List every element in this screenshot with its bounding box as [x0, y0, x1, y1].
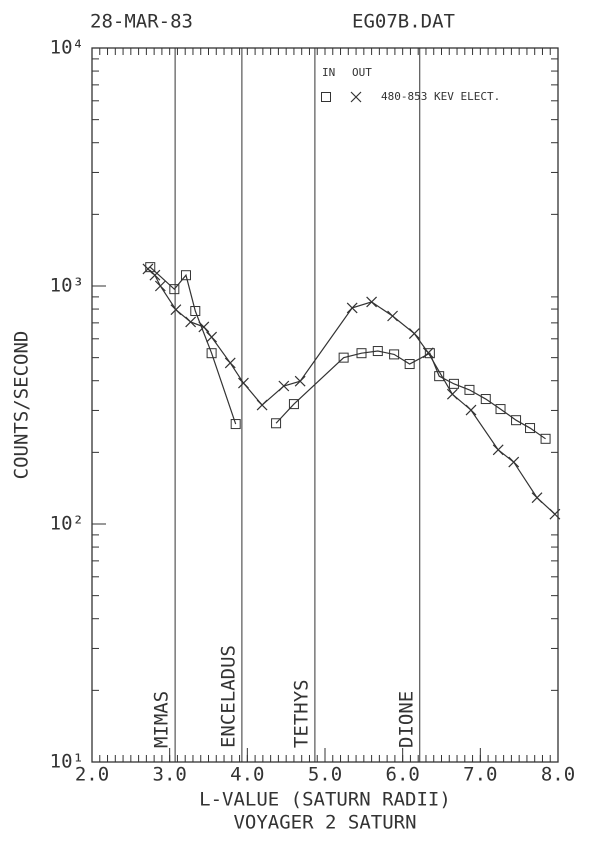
y-tick-label: 10⁴ [50, 37, 84, 59]
marker-cross [422, 347, 434, 359]
marker-square [288, 399, 299, 410]
marker-square [480, 394, 491, 405]
marker-cross [294, 375, 306, 387]
x-tick-label: 7.0 [463, 764, 497, 786]
moon-label: ENCELADUS [217, 645, 239, 748]
x-axis-title: L-VALUE (SATURN RADII) [199, 789, 451, 811]
legend-label: 480-853 KEV ELECT. [381, 90, 500, 103]
chart-subtitle: VOYAGER 2 SATURN [233, 812, 416, 834]
moon-label: MIMAS [151, 691, 173, 748]
marker-cross [224, 357, 236, 369]
marker-cross [198, 321, 210, 333]
legend-header: OUT [352, 66, 372, 79]
marker-square [356, 348, 367, 359]
marker-square [372, 346, 383, 357]
marker-square [180, 270, 191, 281]
marker-cross [206, 331, 218, 343]
marker-square [424, 348, 435, 359]
marker-cross [531, 492, 543, 504]
marker-cross [549, 508, 561, 520]
marker-square [338, 352, 349, 363]
marker-square [448, 378, 459, 389]
legend-header: IN [322, 66, 335, 79]
series-line [147, 268, 556, 515]
legend-marker [350, 91, 362, 103]
y-axis-title: COUNTS/SECOND [11, 331, 33, 480]
marker-cross [408, 328, 420, 340]
marker-square [404, 359, 415, 370]
marker-cross [492, 444, 504, 456]
marker-cross [446, 388, 458, 400]
marker-square [169, 284, 180, 295]
marker-square [495, 404, 506, 415]
marker-cross [154, 280, 166, 292]
marker-square [190, 306, 201, 317]
marker-cross [149, 269, 161, 281]
moon-label: DIONE [395, 691, 417, 748]
file-label: EG07B.DAT [352, 11, 455, 33]
chart-title: 28-MAR-83 [90, 11, 193, 33]
y-tick-label: 10³ [50, 275, 84, 297]
marker-square [206, 348, 217, 359]
marker-cross [256, 399, 268, 411]
marker-cross [465, 404, 477, 416]
x-tick-label: 5.0 [308, 764, 342, 786]
marker-cross [346, 302, 358, 314]
marker-square [540, 433, 551, 444]
marker-cross [185, 316, 197, 328]
x-tick-label: 3.0 [153, 764, 187, 786]
marker-square [511, 415, 522, 426]
legend-marker [321, 92, 331, 102]
marker-square [464, 384, 475, 395]
marker-cross [366, 296, 378, 308]
marker-cross [238, 377, 249, 389]
marker-cross [508, 456, 520, 468]
marker-cross [170, 304, 182, 316]
marker-square [271, 418, 282, 429]
x-tick-label: 6.0 [386, 764, 420, 786]
plot-frame [91, 47, 559, 763]
x-tick-label: 4.0 [230, 764, 264, 786]
marker-cross [387, 310, 398, 322]
x-tick-label: 2.0 [75, 764, 109, 786]
marker-square [525, 423, 536, 434]
moon-label: TETHYS [290, 679, 312, 748]
y-tick-label: 10¹ [50, 751, 84, 773]
marker-cross [278, 380, 290, 392]
x-tick-label: 8.0 [541, 764, 575, 786]
y-tick-label: 10² [50, 513, 84, 535]
marker-square [230, 419, 241, 430]
marker-square [389, 349, 400, 360]
